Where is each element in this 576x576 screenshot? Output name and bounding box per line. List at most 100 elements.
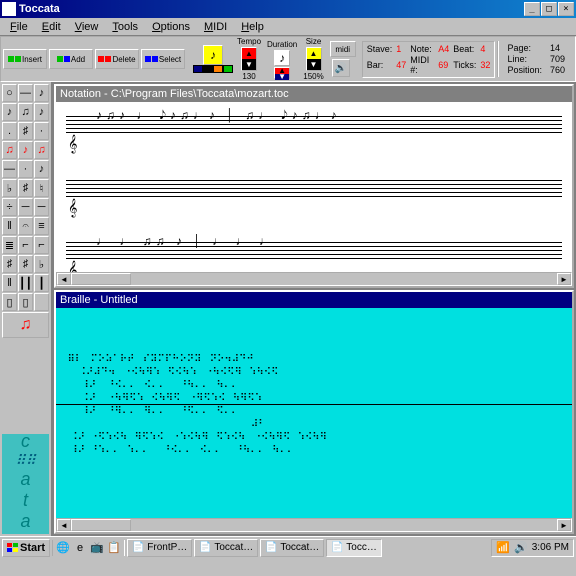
palette-button[interactable]: ┃┃	[18, 274, 33, 292]
window-title: Toccata	[19, 3, 524, 15]
select-button[interactable]: Select	[141, 49, 185, 69]
minimize-button[interactable]: _	[524, 2, 540, 16]
midi-button[interactable]: midi	[330, 41, 356, 57]
tray-network-icon[interactable]: 📶	[496, 541, 510, 554]
palette-button[interactable]: ♯	[18, 122, 33, 140]
add-button[interactable]: Add	[49, 49, 93, 69]
note-color-block: ♪	[193, 45, 233, 73]
braille-line: ⠸⠜ ⠘⠱⠄⠄⠀⠱⠄⠄ ⠘⠪⠄⠄⠀⠪⠄⠄ ⠘⠳⠄⠄⠀⠳⠄⠄	[62, 444, 566, 457]
notation-hscroll[interactable]: ◄ ►	[56, 272, 572, 286]
braille-line: ⠨⠜⠼⠙⠲ ⠐⠪⠳⠻⠱⠀⠫⠪⠳⠱ ⠐⠳⠪⠫⠻⠀⠱⠳⠪⠫	[62, 366, 566, 379]
quicklaunch-icon[interactable]: 🌐	[55, 540, 71, 556]
taskbar-task[interactable]: 📄 FrontP…	[127, 539, 192, 557]
palette-button[interactable]: ♫	[34, 141, 49, 159]
palette-button[interactable]: ─	[34, 198, 49, 216]
start-button[interactable]: Start	[2, 539, 50, 557]
size-spinner[interactable]: Size ▲▼ 150%	[303, 37, 323, 81]
palette-button[interactable]: ·	[34, 122, 49, 140]
status-panel: Stave:1 Note:A4 Beat:4 Bar:47 MIDI #:69 …	[362, 41, 496, 78]
braille-line: ⠸⠜ ⠘⠻⠄⠄⠀⠻⠄⠄ ⠘⠫⠄⠄⠀⠫⠄⠄	[62, 405, 566, 418]
palette-button[interactable]: 𝄐	[18, 217, 33, 235]
tool-palette: ○—♪♪♫♪.♯·♫♪♫—·♪♭♯♮÷──‖𝄐≡≣⌐⌐♯♯♭‖┃┃┃▯▯ ♫c⠿…	[0, 82, 52, 536]
menu-file[interactable]: File	[4, 20, 34, 34]
palette-button[interactable]: ♪	[34, 103, 49, 121]
notation-panel: Notation - C:\Program Files\Toccata\moza…	[54, 84, 574, 288]
palette-button[interactable]: ♪	[2, 103, 17, 121]
app-logo: c⠿⠿ata	[2, 434, 49, 534]
scroll-thumb[interactable]	[71, 273, 131, 285]
scroll-right-icon[interactable]: ►	[557, 519, 571, 531]
braille-line: ⠸⠜ ⠘⠪⠄⠄⠀⠪⠄⠄ ⠘⠳⠄⠄⠀⠳⠄⠄	[62, 379, 566, 392]
palette-button[interactable]: ♮	[34, 179, 49, 197]
palette-button[interactable]: ⌐	[18, 236, 33, 254]
menu-tools[interactable]: Tools	[106, 20, 144, 34]
palette-button[interactable]: ▯	[18, 293, 33, 311]
braille-panel: Braille - Untitled ⠿⠇ ⠍⠕⠵⠁⠗⠞ ⠎⠽⠍⠏⠓⠕⠝⠽ ⠝⠕…	[54, 290, 574, 534]
taskbar-task[interactable]: 📄 Toccat…	[260, 539, 324, 557]
tray-volume-icon[interactable]: 🔊	[514, 541, 528, 554]
taskbar-task[interactable]: 📄 Toccat…	[194, 539, 258, 557]
braille-line: ⠼⠃	[62, 418, 566, 431]
taskbar-task[interactable]: 📄 Tocc…	[326, 539, 382, 557]
clock: 3:06 PM	[532, 542, 569, 553]
quicklaunch-icon[interactable]: 📋	[106, 540, 122, 556]
title-bar: ♪ Toccata _ □ ×	[0, 0, 576, 18]
big-note-button[interactable]: ♫	[2, 312, 49, 338]
palette-button[interactable]: ‖	[2, 274, 17, 292]
main-toolbar: Insert Add Delete Select ♪ Tempo ▲▼ 130 …	[0, 36, 576, 82]
palette-button[interactable]: ≡	[34, 217, 49, 235]
palette-button[interactable]: ÷	[2, 198, 17, 216]
quicklaunch-icon[interactable]: 📺	[89, 540, 105, 556]
palette-button[interactable]: ○	[2, 84, 17, 102]
scroll-left-icon[interactable]: ◄	[57, 273, 71, 285]
braille-line: ⠨⠜ ⠐⠫⠱⠪⠳⠀⠻⠫⠱⠪ ⠐⠱⠪⠳⠻⠀⠫⠱⠪⠳ ⠐⠪⠳⠻⠫⠀⠱⠪⠳⠻	[62, 431, 566, 444]
palette-button[interactable]: ♫	[2, 141, 17, 159]
braille-canvas[interactable]: ⠿⠇ ⠍⠕⠵⠁⠗⠞ ⠎⠽⠍⠏⠓⠕⠝⠽ ⠝⠕⠲⠼⠙⠚ ⠨⠜⠼⠙⠲ ⠐⠪⠳⠻⠱⠀⠫⠪…	[56, 308, 572, 518]
palette-button[interactable]: ≣	[2, 236, 17, 254]
scroll-left-icon[interactable]: ◄	[57, 519, 71, 531]
menu-options[interactable]: Options	[146, 20, 196, 34]
palette-button[interactable]: .	[2, 122, 17, 140]
palette-button[interactable]: ♯	[2, 255, 17, 273]
menu-help[interactable]: Help	[235, 20, 270, 34]
palette-button[interactable]: ─	[18, 198, 33, 216]
insert-button[interactable]: Insert	[3, 49, 47, 69]
menu-view[interactable]: View	[69, 20, 105, 34]
palette-button[interactable]: ┃	[34, 274, 49, 292]
braille-line: ⠿⠇ ⠍⠕⠵⠁⠗⠞ ⠎⠽⠍⠏⠓⠕⠝⠽ ⠝⠕⠲⠼⠙⠚	[62, 353, 566, 366]
palette-button[interactable]: ⌐	[34, 236, 49, 254]
duration-spinner[interactable]: Duration ♪ ▲▼	[267, 40, 297, 79]
windows-icon	[7, 543, 18, 552]
note-icon[interactable]: ♪	[203, 45, 223, 65]
braille-title: Braille - Untitled	[56, 292, 572, 308]
menu-midi[interactable]: MIDI	[198, 20, 233, 34]
close-button[interactable]: ×	[558, 2, 574, 16]
quicklaunch-icon[interactable]: e	[72, 540, 88, 556]
palette-button[interactable]: —	[18, 84, 33, 102]
palette-button[interactable]: ♪	[18, 141, 33, 159]
speaker-icon[interactable]: 🔊	[332, 59, 350, 77]
menu-edit[interactable]: Edit	[36, 20, 67, 34]
tempo-spinner[interactable]: Tempo ▲▼ 130	[237, 37, 261, 81]
palette-button[interactable]: ‖	[2, 217, 17, 235]
palette-button[interactable]: ♪	[34, 84, 49, 102]
workspace: ○—♪♪♫♪.♯·♫♪♫—·♪♭♯♮÷──‖𝄐≡≣⌐⌐♯♯♭‖┃┃┃▯▯ ♫c⠿…	[0, 82, 576, 536]
scroll-right-icon[interactable]: ►	[557, 273, 571, 285]
palette-button[interactable]: ▯	[2, 293, 17, 311]
palette-button[interactable]: ♯	[18, 255, 33, 273]
palette-button[interactable]	[34, 293, 49, 311]
notation-title: Notation - C:\Program Files\Toccata\moza…	[56, 86, 572, 102]
scroll-thumb[interactable]	[71, 519, 131, 531]
palette-button[interactable]: —	[2, 160, 17, 178]
palette-button[interactable]: ♭	[2, 179, 17, 197]
app-icon: ♪	[2, 2, 16, 16]
palette-button[interactable]: ♪	[34, 160, 49, 178]
braille-hscroll[interactable]: ◄ ►	[56, 518, 572, 532]
notation-canvas[interactable]: 𝄞♪♫♪ ♩ 𝅘𝅥𝅮♪♫♩♪ │ ♫♩ 𝅘𝅥𝅮♪♫♩♪𝄞𝄞♩ ♩ ♫♫ ♪ │ …	[56, 102, 572, 272]
maximize-button[interactable]: □	[541, 2, 557, 16]
palette-button[interactable]: ♭	[34, 255, 49, 273]
delete-button[interactable]: Delete	[95, 49, 139, 69]
palette-button[interactable]: ♯	[18, 179, 33, 197]
palette-button[interactable]: ·	[18, 160, 33, 178]
palette-button[interactable]: ♫	[18, 103, 33, 121]
